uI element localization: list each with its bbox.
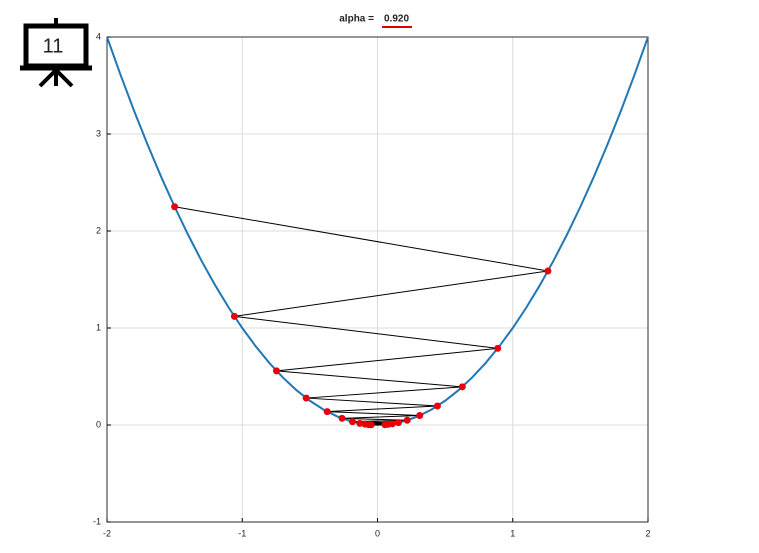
y-tick-label: 4 xyxy=(96,31,101,41)
point xyxy=(394,419,402,427)
point xyxy=(338,414,346,422)
point xyxy=(544,267,552,275)
point xyxy=(302,394,310,402)
point xyxy=(356,419,364,427)
point xyxy=(458,383,466,391)
point xyxy=(272,367,280,375)
badge-text: 11 xyxy=(43,35,64,57)
x-tick-label: -1 xyxy=(238,528,246,538)
point xyxy=(416,412,424,420)
point xyxy=(230,312,238,320)
x-tick-label: 2 xyxy=(645,528,650,538)
y-tick-label: 0 xyxy=(96,419,101,429)
point xyxy=(367,421,375,429)
x-tick-label: 0 xyxy=(375,528,380,538)
point xyxy=(433,402,441,410)
descent-path xyxy=(174,206,548,426)
chart-title: alpha = xyxy=(339,14,374,25)
y-tick-label: 1 xyxy=(96,322,101,332)
chart-title-value: 0.920 xyxy=(384,14,409,25)
y-tick-label: -1 xyxy=(93,516,101,526)
point xyxy=(348,418,356,426)
x-tick-label: -2 xyxy=(103,528,111,538)
point xyxy=(323,408,331,416)
point xyxy=(381,421,389,429)
point xyxy=(494,344,502,352)
y-tick-label: 3 xyxy=(96,128,101,138)
point xyxy=(171,203,179,211)
badge-icon: 11 xyxy=(20,18,92,88)
x-tick-label: 1 xyxy=(510,528,515,538)
point xyxy=(403,416,411,424)
y-tick-label: 2 xyxy=(96,225,101,235)
plot-frame xyxy=(106,36,649,523)
